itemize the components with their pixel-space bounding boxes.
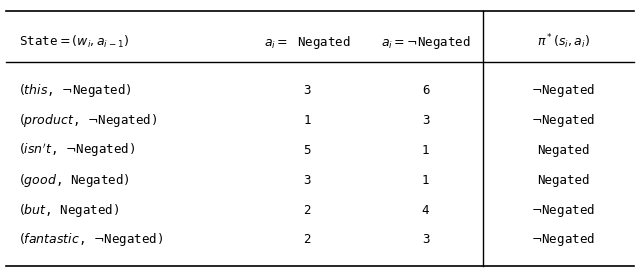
Text: $\neg$Negated: $\neg$Negated	[531, 231, 595, 248]
Text: $(\mathit{fantastic}$, $\neg$Negated): $(\mathit{fantastic}$, $\neg$Negated)	[19, 231, 164, 248]
Text: 5: 5	[303, 144, 311, 157]
Text: Negated: Negated	[537, 144, 589, 157]
Text: 2: 2	[303, 204, 311, 217]
Text: 4: 4	[422, 204, 429, 217]
Text: 1: 1	[303, 114, 311, 127]
Text: $(\mathit{isn't}$, $\neg$Negated): $(\mathit{isn't}$, $\neg$Negated)	[19, 142, 135, 159]
Text: 2: 2	[303, 233, 311, 246]
Text: $(\mathit{good}$, Negated): $(\mathit{good}$, Negated)	[19, 172, 130, 189]
Text: State$=(w_i, a_{i-1})$: State$=(w_i, a_{i-1})$	[19, 34, 129, 50]
Text: $\neg$Negated: $\neg$Negated	[531, 112, 595, 129]
Text: $a_i = \neg$Negated: $a_i = \neg$Negated	[381, 34, 470, 50]
Text: $\neg$Negated: $\neg$Negated	[531, 202, 595, 218]
Text: 3: 3	[303, 174, 311, 187]
Text: $(\mathit{but}$, Negated): $(\mathit{but}$, Negated)	[19, 202, 120, 218]
Text: 6: 6	[422, 84, 429, 97]
Text: 3: 3	[422, 114, 429, 127]
Text: 1: 1	[422, 144, 429, 157]
Text: $(\mathit{this}$, $\neg$Negated): $(\mathit{this}$, $\neg$Negated)	[19, 82, 132, 99]
Text: Negated: Negated	[537, 174, 589, 187]
Text: $\pi^*(s_i, a_i)$: $\pi^*(s_i, a_i)$	[537, 33, 589, 51]
Text: 3: 3	[303, 84, 311, 97]
Text: $\neg$Negated: $\neg$Negated	[531, 82, 595, 99]
Text: $(\mathit{product}$, $\neg$Negated): $(\mathit{product}$, $\neg$Negated)	[19, 112, 157, 129]
Text: 3: 3	[422, 233, 429, 246]
Text: 1: 1	[422, 174, 429, 187]
Text: $a_i =$ Negated: $a_i =$ Negated	[264, 34, 351, 50]
